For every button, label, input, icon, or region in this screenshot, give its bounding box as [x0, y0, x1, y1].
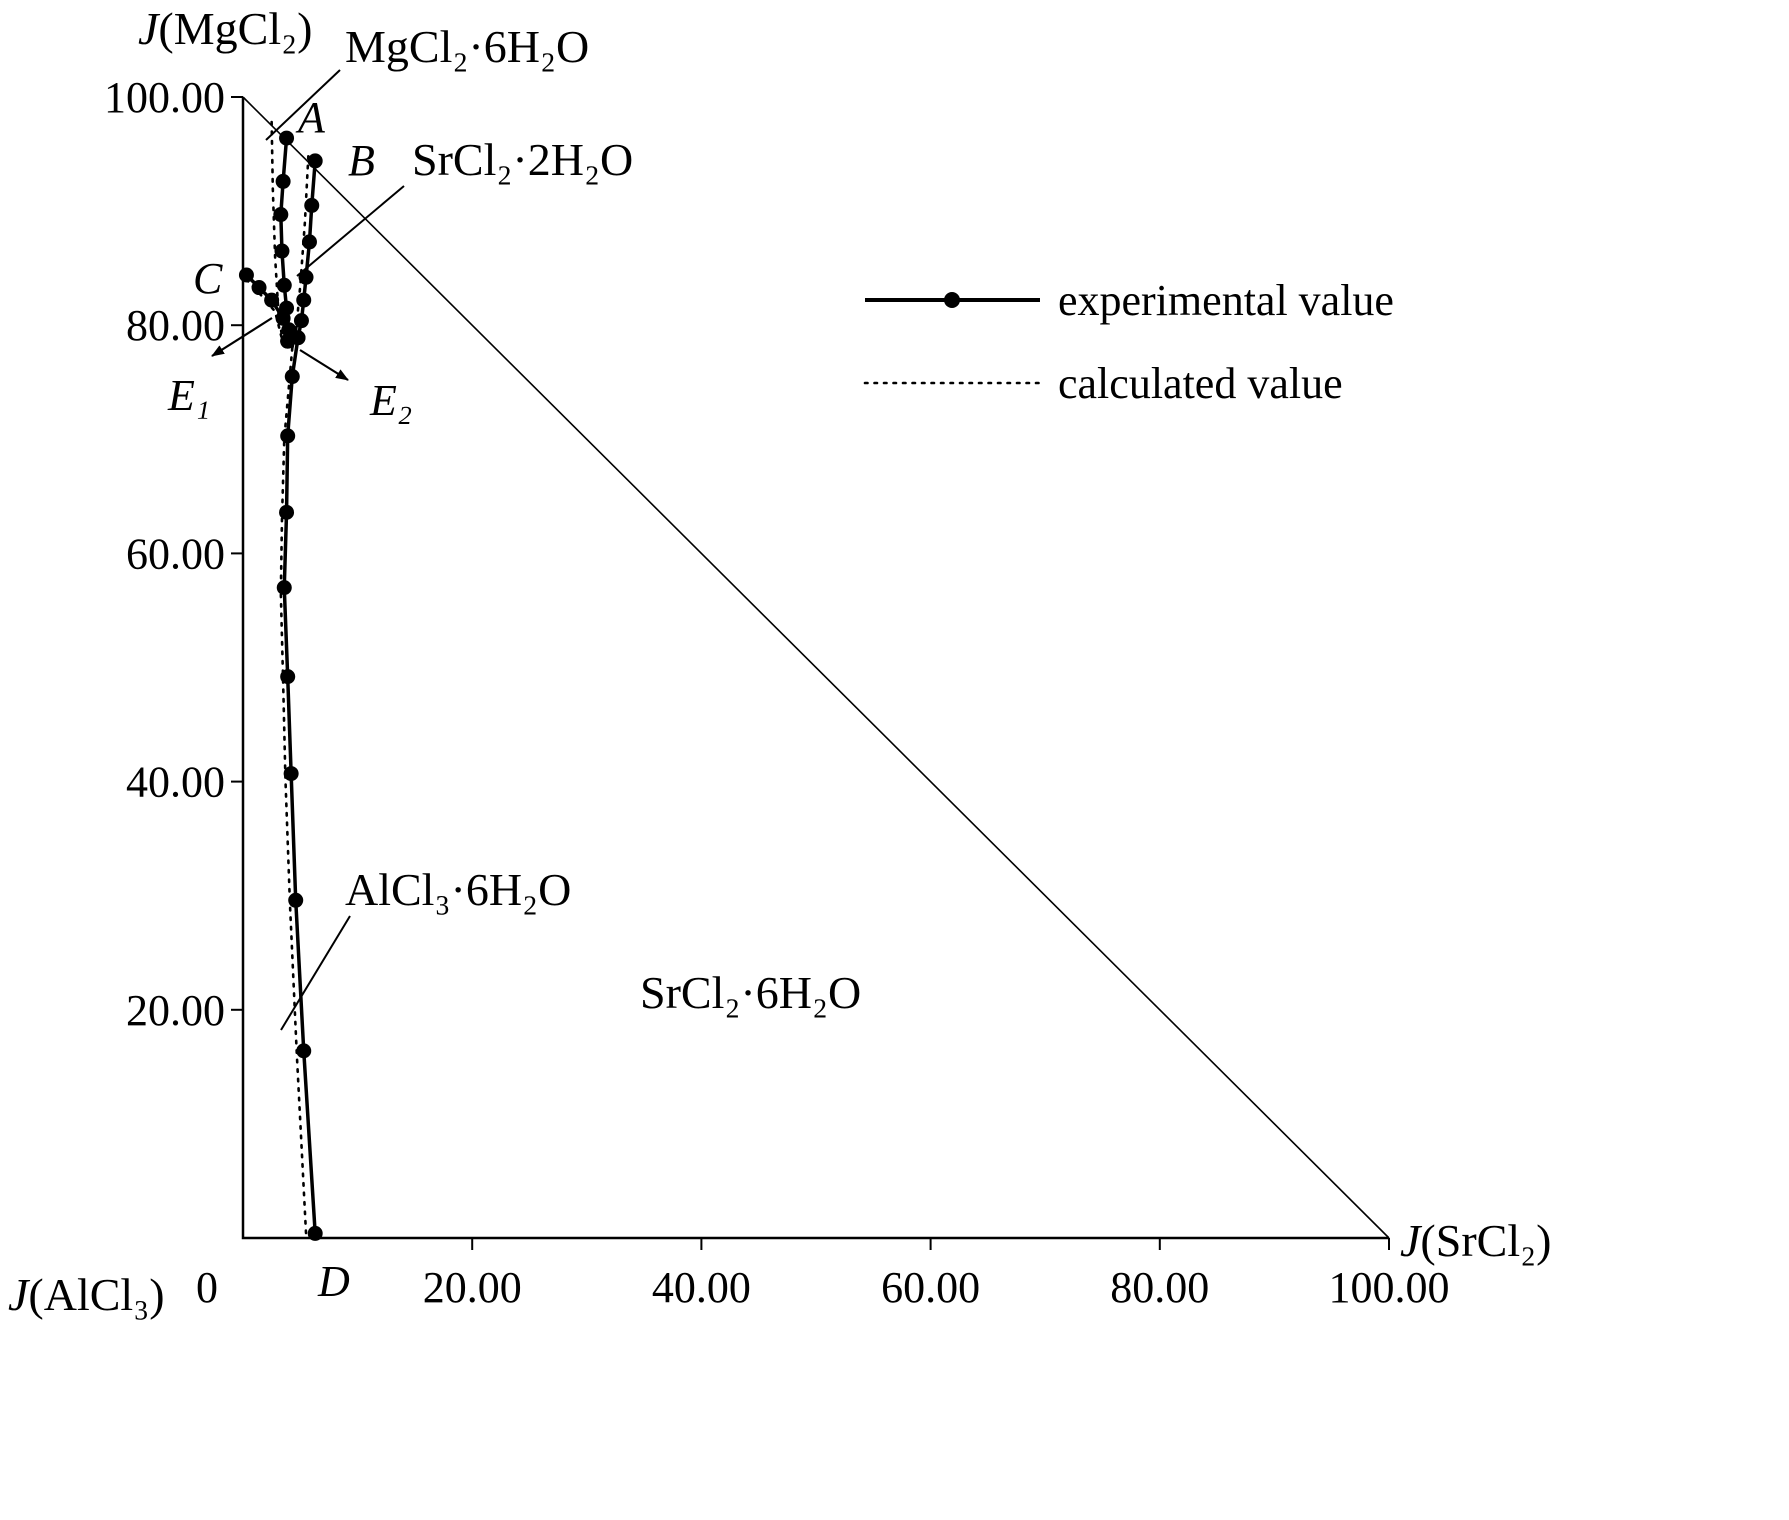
x-tick-label: 40.00: [652, 1263, 751, 1312]
data-point-dot: [273, 207, 289, 223]
series-calculated: [270, 120, 285, 345]
data-point-dot: [290, 330, 306, 346]
data-point-dot: [283, 766, 299, 782]
data-point-dot: [288, 892, 304, 908]
data-point-dot: [276, 277, 292, 293]
data-point-dot: [304, 197, 320, 213]
data-point-dot: [298, 269, 314, 285]
region-label: MgCl₂·6H₂O: [345, 21, 589, 72]
axis-lines: [241, 97, 1389, 1240]
pointer-arrow: [211, 317, 273, 357]
hypotenuse-line: [242, 96, 1390, 1239]
data-point-dot: [274, 243, 290, 259]
series-calculated: [290, 155, 310, 350]
point-label: B: [348, 136, 375, 185]
data-point-dot: [280, 428, 296, 444]
y-axis-title: J(MgCl₂): [138, 3, 312, 54]
legend-experimental-marker-dot: [944, 292, 960, 308]
y-tick-label: 40.00: [126, 758, 225, 807]
x-tick-label: 80.00: [1110, 1263, 1209, 1312]
x-tick-label: 100.00: [1329, 1263, 1450, 1312]
data-point-dot: [264, 292, 280, 308]
x-axis-title: J(SrCl₂): [1400, 1215, 1551, 1266]
series-calculated: [245, 278, 285, 345]
x-tick-label-origin: 0: [196, 1263, 218, 1312]
data-series: [238, 120, 323, 1241]
point-label: A: [295, 93, 326, 142]
y-tick-label: 80.00: [126, 301, 225, 350]
axes: 100.00 80.00 60.00 40.00 20.00 0 20.00 40.00 60.…: [104, 73, 1450, 1312]
x-tick-label: 20.00: [423, 1263, 522, 1312]
series-calculated: [279, 346, 308, 1235]
point-label: E₁: [167, 371, 210, 420]
data-point-dot: [238, 267, 254, 283]
y-tick-label: 20.00: [126, 986, 225, 1035]
region-label: AlCl₃·6H₂O: [345, 864, 571, 915]
y-tick-label: 100.00: [104, 73, 225, 122]
legend: experimental value calculated value: [863, 276, 1394, 408]
point-label: D: [317, 1257, 350, 1306]
data-point-dot: [284, 369, 300, 385]
leader-line: [265, 69, 341, 141]
data-point-dot: [296, 292, 312, 308]
pointer-arrow: [299, 349, 349, 381]
data-point-dot: [275, 173, 291, 189]
legend-label-calculated: calculated value: [1058, 359, 1343, 408]
y-tick-label: 60.00: [126, 529, 225, 578]
annotations: MgCl₂·6H₂O SrCl₂·2H₂O AlCl₃·6H₂O SrCl₂·6H₂O…: [167, 21, 861, 1306]
data-point-dot: [296, 1043, 312, 1059]
point-label: E₂: [369, 376, 412, 425]
legend-label-experimental: experimental value: [1058, 276, 1394, 325]
series-experimental: [282, 337, 317, 1234]
point-label: C: [193, 254, 223, 303]
data-point-dot: [301, 234, 317, 250]
leader-line: [280, 915, 351, 1031]
data-point-dot: [307, 1225, 323, 1241]
region-label: SrCl₂·6H₂O: [640, 967, 861, 1018]
data-point-dot: [276, 580, 292, 596]
origin-axis-title: J(AlCl₃): [8, 1269, 165, 1320]
x-tick-label: 60.00: [881, 1263, 980, 1312]
data-point-dot: [251, 280, 267, 296]
data-point-dot: [307, 153, 323, 169]
leader-line: [296, 185, 405, 277]
region-label: SrCl₂·2H₂O: [412, 134, 633, 185]
data-point-dot: [279, 130, 295, 146]
